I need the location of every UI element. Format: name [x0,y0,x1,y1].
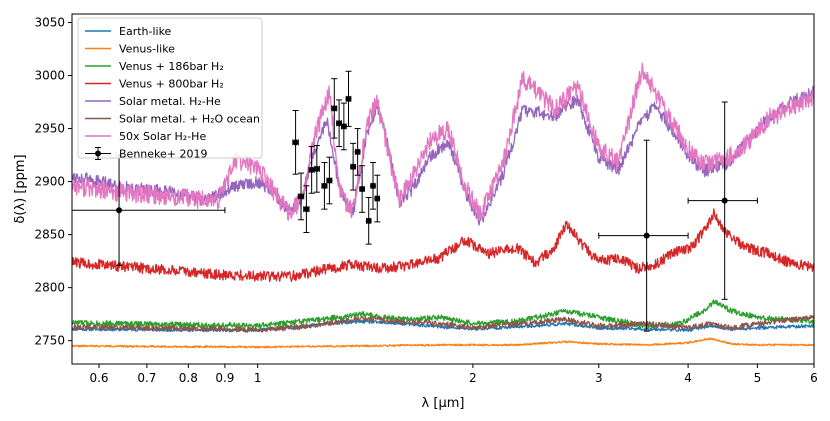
observation-marker [359,186,366,192]
observation-marker [321,182,328,189]
observation-point [365,196,372,245]
observation-point [326,156,333,205]
x-tick-label: 1 [254,371,262,385]
y-tick-label: 2850 [34,228,65,242]
observation-marker [365,217,372,224]
observation-point [350,142,357,191]
y-axis-label: δ(λ) [ppm] [13,154,28,223]
x-tick-label: 2 [469,371,477,385]
observation-point [370,161,377,210]
observation-marker [326,177,333,184]
observation-point [331,78,338,139]
observation-point [303,185,310,233]
legend-label: Earth-like [119,25,172,38]
x-tick-label: 0.9 [215,371,234,385]
legend-label: Venus-like [119,43,175,56]
series-line-3 [72,208,814,283]
legend-label: 50x Solar H₂-He [119,130,206,143]
plot-frame [71,13,815,365]
legend-marker [95,150,101,157]
legend-label: Venus + 800bar H₂ [119,78,224,91]
observation-marker [336,120,343,127]
legend-entry: Solar metal. + H₂O ocean [85,113,260,126]
observation-point [354,128,361,176]
legend-label: Solar metal. H₂-He [119,95,221,108]
observation-point [336,99,343,148]
observation-point [297,172,305,221]
observation-marker [116,207,123,214]
observation-point [598,139,689,332]
observation-point [292,110,299,175]
legend-label: Benneke+ 2019 [119,148,207,161]
observation-marker [354,148,361,155]
legend-entry: 50x Solar H₂-He [85,130,206,143]
observation-point [374,174,381,223]
y-tick-label: 2900 [34,175,65,189]
observation-marker [643,232,650,239]
observation-marker [370,182,377,189]
series-line-1 [72,337,814,349]
observation-marker [308,166,315,173]
y-tick-label: 2950 [34,122,65,136]
x-axis-label: λ [μm] [422,396,465,411]
y-axis: 2750 2800 2850 2900 2950 3000 3050 [34,15,72,348]
x-tick-label: 0.6 [89,371,108,385]
observation-marker [374,195,381,202]
observation-point [359,165,366,213]
legend-label: Solar metal. + H₂O ocean [119,113,260,126]
legend: Earth-like Venus-like Venus + 186bar H₂ Ven… [77,17,263,161]
observation-marker [313,165,320,172]
legend-entry: Solar metal. H₂-He [85,95,221,108]
y-tick-label: 2800 [34,281,65,295]
observations-layer [72,70,758,332]
legend-entry: Venus + 186bar H₂ [85,60,224,73]
observation-marker [345,95,352,102]
observation-point [340,102,347,151]
observation-marker [721,197,728,204]
observation-marker [292,139,299,146]
x-tick-label: 0.7 [137,371,156,385]
observation-marker [298,193,305,200]
observation-marker [350,163,357,170]
observation-point [345,70,352,127]
x-axis: 0.6 0.7 0.8 0.9 1 2 3 4 5 6 [89,364,818,385]
observation-point [687,101,758,300]
series-line-6 [72,62,814,221]
observation-point [321,161,328,210]
observation-point [72,154,226,266]
series-line-5 [72,314,814,333]
y-tick-label: 2750 [34,334,65,348]
y-tick-label: 3000 [34,69,65,83]
legend-entry: Venus-like [85,43,175,56]
x-tick-label: 5 [754,371,762,385]
x-tick-label: 4 [684,371,692,385]
x-tick-label: 6 [810,371,818,385]
observation-marker [340,123,347,130]
observation-marker [303,206,310,213]
observation-marker [331,105,338,112]
series-line-2 [72,299,814,329]
x-tick-label: 0.8 [179,371,198,385]
observation-point [313,145,320,193]
x-tick-label: 3 [595,371,603,385]
legend-entry-observations: Benneke+ 2019 [85,147,207,161]
y-tick-label: 3050 [34,15,65,29]
legend-entry: Earth-like [85,25,172,38]
series-layer [72,62,814,349]
legend-entry: Venus + 800bar H₂ [85,78,224,91]
legend-box [77,17,263,159]
legend-label: Venus + 186bar H₂ [119,60,224,73]
